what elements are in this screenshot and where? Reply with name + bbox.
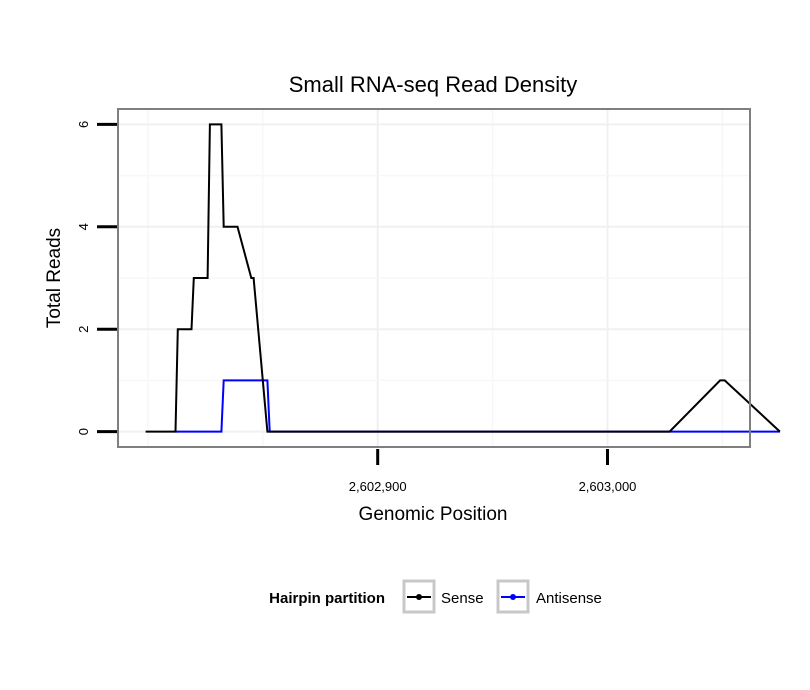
legend-entry-antisense: Antisense <box>496 579 602 614</box>
x-tick-label: 2,603,000 <box>579 479 637 494</box>
legend: Hairpin partition Sense Antisense <box>269 579 602 614</box>
legend-point-antisense <box>510 594 516 600</box>
legend-key-box <box>402 579 436 614</box>
series-lines <box>145 123 781 433</box>
y-tick-label: 6 <box>76 121 91 128</box>
x-axis: 2,602,900 2,603,000 <box>349 449 637 494</box>
legend-title: Hairpin partition <box>269 590 385 607</box>
y-tick-label: 4 <box>76 223 91 230</box>
series-line-sense <box>145 123 781 433</box>
y-tick-label: 0 <box>76 428 91 435</box>
x-axis-title: Genomic Position <box>359 504 508 525</box>
legend-point-sense <box>416 594 422 600</box>
legend-label-antisense: Antisense <box>536 590 602 607</box>
plot-border <box>117 108 751 448</box>
y-tick-label: 2 <box>76 326 91 333</box>
y-axis-title: Total Reads <box>44 228 65 328</box>
x-tick-label: 2,602,900 <box>349 479 407 494</box>
legend-label-sense: Sense <box>441 590 484 607</box>
legend-key-box <box>496 579 530 614</box>
chart-title: Small RNA-seq Read Density <box>289 72 578 97</box>
y-axis: 0 2 4 6 <box>76 121 117 435</box>
legend-entry-sense: Sense <box>402 579 484 614</box>
